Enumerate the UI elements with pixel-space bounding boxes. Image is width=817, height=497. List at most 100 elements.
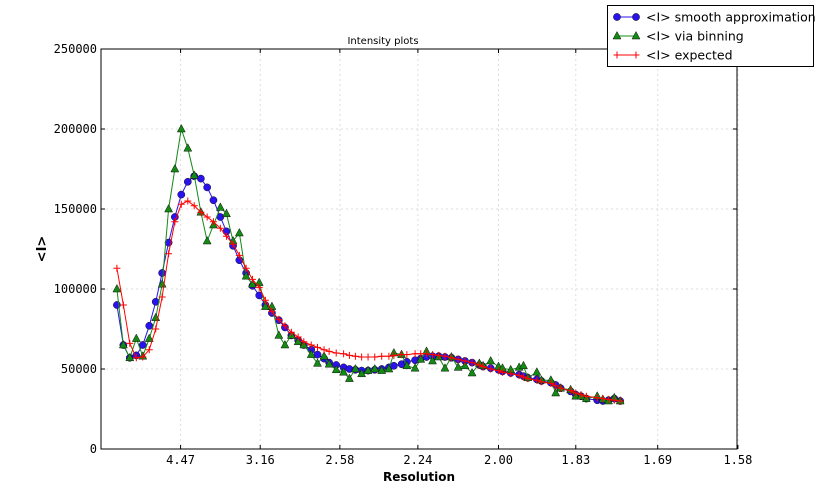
x-tick-label: 2.24 [403, 453, 432, 467]
data-point [532, 367, 542, 376]
legend-item: <I> expected [613, 48, 733, 63]
x-tick-label: 1.58 [723, 453, 752, 467]
data-point [616, 397, 624, 405]
data-point [331, 364, 341, 374]
data-point [533, 376, 541, 384]
data-point [132, 354, 140, 362]
data-point [344, 373, 354, 382]
data-point [487, 365, 495, 373]
data-point [177, 190, 186, 199]
data-point [582, 392, 590, 400]
data-point [314, 343, 321, 351]
data-point [320, 346, 328, 354]
data-point [495, 367, 502, 375]
data-point [158, 293, 166, 301]
data-point [170, 163, 180, 173]
series-2 [113, 197, 624, 405]
data-point [203, 183, 212, 192]
data-point [567, 387, 575, 395]
data-point [357, 368, 367, 378]
data-point [447, 354, 455, 362]
data-point [184, 197, 192, 205]
data-point [222, 208, 231, 218]
data-point [145, 346, 153, 354]
data-point [557, 384, 565, 392]
x-tick-label: 3.16 [246, 453, 275, 467]
y-tick-label: 200000 [54, 122, 97, 136]
data-point [441, 352, 449, 360]
data-point [345, 351, 353, 359]
data-point [390, 351, 398, 359]
data-point [319, 351, 329, 360]
data-point [390, 361, 398, 370]
data-point [435, 351, 443, 359]
data-point [151, 297, 160, 306]
data-point [248, 275, 256, 283]
data-point [229, 240, 237, 248]
data-point [139, 353, 147, 361]
data-point [294, 333, 302, 341]
data-point [339, 367, 349, 376]
data-point [364, 353, 372, 361]
data-point [599, 395, 607, 403]
plot-frame [100, 48, 738, 450]
data-point [593, 394, 601, 402]
y-tick-label: 50000 [61, 362, 97, 376]
chart-title: Intensity plots [347, 36, 418, 47]
data-point [235, 251, 243, 259]
data-point [350, 363, 360, 373]
y-tick-label: 150000 [54, 202, 97, 216]
legend-marker [613, 13, 621, 21]
legend-marker [632, 13, 640, 21]
data-point [552, 382, 560, 390]
legend-marker [631, 30, 641, 40]
data-point [306, 349, 316, 358]
data-point [453, 362, 463, 371]
axes: 4.47 3.16 2.58 2.24 2.00 1.83 1.69 1.58 0 50000 10… [54, 42, 753, 467]
data-point [125, 352, 135, 362]
data-point [499, 368, 507, 376]
data-point [402, 360, 412, 370]
data-point [454, 355, 462, 363]
data-point [351, 352, 359, 360]
data-point [332, 349, 340, 357]
x-tick-label: 1.69 [643, 453, 672, 467]
data-point [486, 355, 496, 365]
legend-label: <I> expected [646, 48, 733, 63]
data-point [313, 358, 322, 367]
legend-marker [632, 51, 640, 59]
data-point [507, 370, 515, 378]
data-point [113, 264, 121, 272]
data-point [547, 379, 555, 387]
y-tick-label: 100000 [54, 282, 97, 296]
data-point [605, 395, 613, 403]
data-point [377, 365, 387, 374]
data-point [423, 350, 431, 358]
data-point [202, 235, 212, 245]
data-point [268, 307, 276, 315]
data-point [197, 208, 205, 216]
data-point [479, 363, 487, 371]
data-point [261, 296, 269, 304]
data-point [177, 200, 185, 208]
data-point [203, 213, 211, 221]
data-point [275, 315, 283, 323]
x-axis-label: Resolution [383, 470, 455, 484]
data-point [307, 341, 315, 349]
data-point [460, 360, 470, 370]
legend-label: <I> via binning [646, 29, 744, 44]
data-point [171, 218, 179, 226]
data-point [281, 322, 289, 330]
data-point [190, 202, 198, 210]
data-point [551, 387, 561, 397]
data-point [416, 354, 426, 363]
legend-item: <I> via binning [612, 29, 744, 44]
series-layer [112, 123, 625, 405]
legend-label: <I> smooth approximation [646, 10, 816, 25]
data-point [248, 279, 257, 288]
data-point [385, 352, 393, 360]
data-point [440, 363, 450, 372]
data-point [384, 363, 394, 373]
data-point [145, 321, 154, 330]
legend-frame [607, 5, 814, 67]
